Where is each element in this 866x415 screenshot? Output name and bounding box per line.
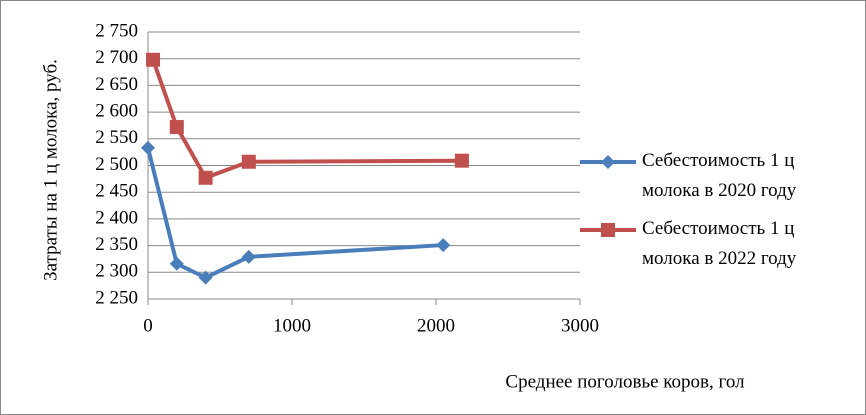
marker [198, 170, 213, 185]
marker [198, 270, 213, 285]
marker [141, 140, 155, 155]
marker [436, 238, 451, 253]
y-axis-title: Затраты на 1 ц молока, руб. [40, 59, 61, 281]
y-tick-label: 2 500 [95, 154, 138, 175]
marker [169, 256, 184, 271]
x-tick-label: 2000 [417, 315, 455, 336]
y-tick-label: 2 750 [95, 20, 138, 41]
y-tick-label: 2 350 [95, 234, 138, 255]
x-tick-label: 0 [143, 315, 153, 336]
y-tick-label: 2 450 [95, 181, 138, 202]
marker [169, 120, 184, 135]
y-tick-label: 2 400 [95, 207, 138, 228]
marker [241, 154, 256, 169]
legend-label: Себестоимость 1 ц молока в 2020 году [642, 150, 797, 201]
legend-marker [601, 223, 615, 237]
y-tick-label: 2 600 [95, 100, 138, 121]
marker [241, 249, 256, 264]
x-tick-label: 1000 [273, 315, 311, 336]
y-tick-label: 2 250 [95, 287, 138, 308]
x-tick-label: 3000 [561, 315, 599, 336]
y-tick-label: 2 550 [95, 127, 138, 148]
marker [454, 153, 469, 168]
legend-marker [601, 155, 615, 169]
x-axis-title: Среднее поголовье коров, гол [505, 371, 745, 392]
marker [146, 52, 161, 67]
legend-label: Себестоимость 1 ц молока в 2022 году [642, 218, 797, 269]
y-tick-label: 2 650 [95, 74, 138, 95]
y-tick-label: 2 300 [95, 261, 138, 282]
y-tick-label: 2 700 [95, 47, 138, 68]
